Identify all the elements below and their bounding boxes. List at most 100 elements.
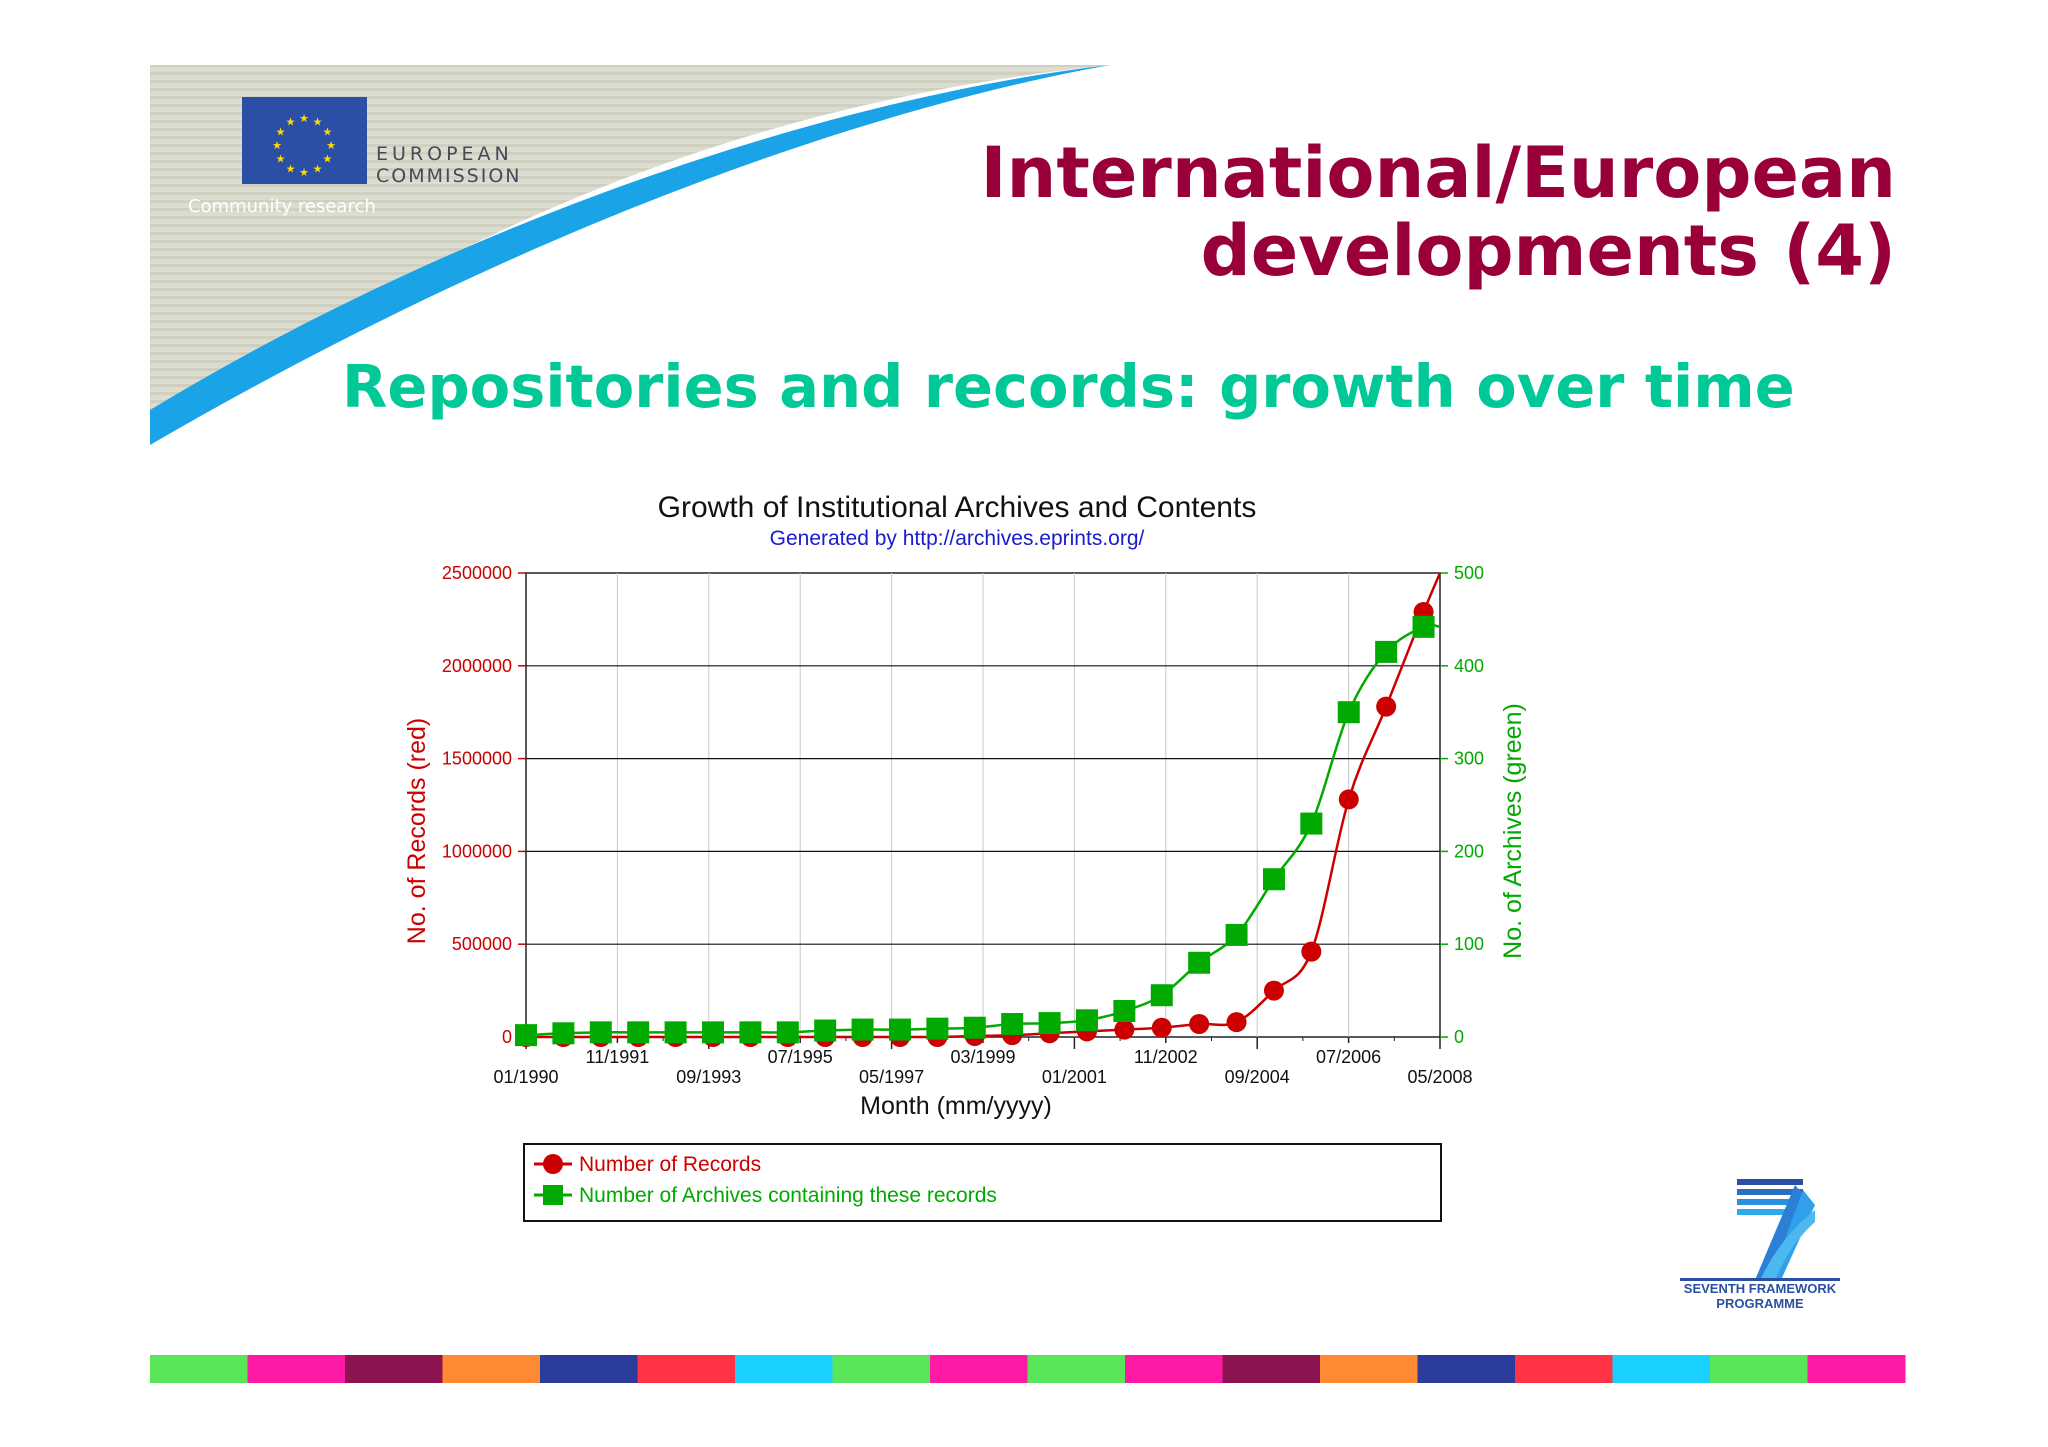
page-title-line1: International/European bbox=[980, 132, 1896, 214]
archives-point bbox=[1375, 640, 1398, 663]
x-tick-label: 05/2008 bbox=[1407, 1067, 1472, 1087]
x-tick-label: 03/1999 bbox=[950, 1047, 1015, 1067]
x-axis-label: Month (mm/yyyy) bbox=[860, 1092, 1052, 1120]
records-point bbox=[1189, 1014, 1210, 1035]
y-right-tick-label: 500 bbox=[1454, 563, 1484, 583]
x-tick-label: 01/1990 bbox=[493, 1067, 558, 1087]
legend-marker-archives bbox=[543, 1185, 563, 1205]
records-point bbox=[1301, 941, 1322, 962]
records-point bbox=[1263, 980, 1284, 1001]
chart-legend: Number of Records Number of Archives con… bbox=[523, 1143, 1442, 1222]
y-axis-right-label: No. of Archives (green) bbox=[1499, 703, 1527, 959]
archives-point bbox=[814, 1019, 837, 1042]
eu-star-icon: ★ bbox=[299, 113, 309, 125]
x-tick-label: 01/2001 bbox=[1042, 1067, 1107, 1087]
chart-title: Growth of Institutional Archives and Con… bbox=[658, 491, 1257, 524]
archives-point bbox=[1038, 1012, 1061, 1035]
y-right-tick-label: 0 bbox=[1454, 1027, 1464, 1047]
fp7-logo-line2: PROGRAMME bbox=[1716, 1296, 1804, 1311]
records-point bbox=[1338, 789, 1359, 810]
header-wedge bbox=[150, 65, 1110, 440]
archives-point bbox=[589, 1021, 612, 1044]
records-point bbox=[1376, 696, 1397, 717]
eu-star-icon: ★ bbox=[322, 127, 332, 139]
color-bar-segment bbox=[1027, 1355, 1126, 1383]
records-point bbox=[1226, 1012, 1247, 1033]
archives-point bbox=[1412, 615, 1435, 638]
legend-label-records: Number of Records bbox=[579, 1153, 761, 1176]
fp7-logo-icon bbox=[1680, 1179, 1840, 1281]
x-tick-label: 05/1997 bbox=[859, 1067, 924, 1087]
color-bar-segment bbox=[1222, 1355, 1321, 1383]
legend-label-archives: Number of Archives containing these reco… bbox=[579, 1184, 997, 1207]
color-bar-segment bbox=[930, 1355, 1028, 1383]
color-bar-segment bbox=[1612, 1355, 1711, 1383]
page-title-line2: developments (4) bbox=[1200, 210, 1896, 292]
color-bar-segment bbox=[442, 1355, 541, 1383]
eu-star-icon: ★ bbox=[299, 167, 309, 179]
archives-point bbox=[926, 1017, 949, 1040]
y-right-tick-label: 100 bbox=[1454, 934, 1484, 954]
chart-subtitle: Generated by http://archives.eprints.org… bbox=[770, 527, 1145, 550]
archives-point bbox=[1300, 812, 1323, 835]
archives-point bbox=[1075, 1009, 1098, 1032]
color-bar-segment bbox=[540, 1355, 638, 1383]
y-right-tick-label: 300 bbox=[1454, 749, 1484, 769]
archives-point bbox=[851, 1018, 874, 1041]
x-tick-label: 07/2006 bbox=[1316, 1047, 1381, 1067]
y-left-tick-label: 2000000 bbox=[442, 656, 512, 676]
y-axis-left-label: No. of Records (red) bbox=[403, 718, 431, 944]
color-bar-segment bbox=[1807, 1355, 1906, 1383]
archives-point bbox=[739, 1021, 762, 1044]
archives-point bbox=[664, 1021, 687, 1044]
color-bar-segment bbox=[1710, 1355, 1808, 1383]
records-point bbox=[1114, 1019, 1135, 1040]
x-tick-label: 11/2002 bbox=[1134, 1047, 1198, 1067]
legend-marker-records bbox=[543, 1154, 563, 1174]
y-right-tick-label: 200 bbox=[1454, 841, 1484, 861]
archives-point bbox=[1113, 1000, 1136, 1023]
x-tick-label: 09/1993 bbox=[676, 1067, 741, 1087]
x-tick-label: 07/1995 bbox=[768, 1047, 833, 1067]
archives-point bbox=[1001, 1013, 1024, 1036]
archives-point bbox=[1225, 923, 1248, 946]
archives-point bbox=[1150, 984, 1173, 1007]
archives-point bbox=[776, 1021, 799, 1044]
eu-star-icon: ★ bbox=[322, 154, 332, 166]
archives-point bbox=[963, 1016, 986, 1039]
color-bar-segment bbox=[1515, 1355, 1613, 1383]
eu-stars-icon: ★ ★★★★★★★★★★★ bbox=[272, 113, 336, 179]
color-bar-segment bbox=[150, 1355, 248, 1383]
eu-star-icon: ★ bbox=[313, 117, 323, 129]
bottom-color-bar bbox=[150, 1355, 1906, 1383]
archives-point bbox=[552, 1022, 575, 1045]
eu-star-icon: ★ bbox=[286, 117, 296, 129]
eu-star-icon: ★ bbox=[286, 163, 296, 175]
eu-star-icon: ★ bbox=[276, 127, 286, 139]
ec-logo-line1: EUROPEAN bbox=[376, 143, 513, 165]
color-bar-segment bbox=[1320, 1355, 1418, 1383]
eu-star-icon: ★ bbox=[272, 140, 282, 152]
section-subtitle: Repositories and records: growth over ti… bbox=[342, 352, 1795, 421]
records-point bbox=[1151, 1017, 1172, 1038]
color-bar-segment bbox=[1125, 1355, 1223, 1383]
archives-point bbox=[1262, 868, 1285, 891]
y-left-tick-label: 500000 bbox=[452, 934, 512, 954]
y-right-tick-label: 400 bbox=[1454, 656, 1484, 676]
color-bar-segment bbox=[247, 1355, 346, 1383]
ec-logo-tagline: Community research bbox=[188, 196, 376, 217]
y-left-tick-label: 0 bbox=[502, 1027, 512, 1047]
archives-point bbox=[888, 1018, 911, 1041]
archives-point bbox=[1188, 951, 1211, 974]
eu-star-icon: ★ bbox=[276, 154, 286, 166]
eu-flag-icon bbox=[242, 97, 367, 184]
color-bar-segment bbox=[345, 1355, 443, 1383]
fp7-logo-line1: SEVENTH FRAMEWORK bbox=[1683, 1281, 1837, 1296]
archives-point bbox=[627, 1021, 650, 1044]
color-bar-segment bbox=[735, 1355, 833, 1383]
x-tick-label: 09/2004 bbox=[1225, 1067, 1290, 1087]
page-title: International/European developments (4) bbox=[980, 134, 1896, 290]
